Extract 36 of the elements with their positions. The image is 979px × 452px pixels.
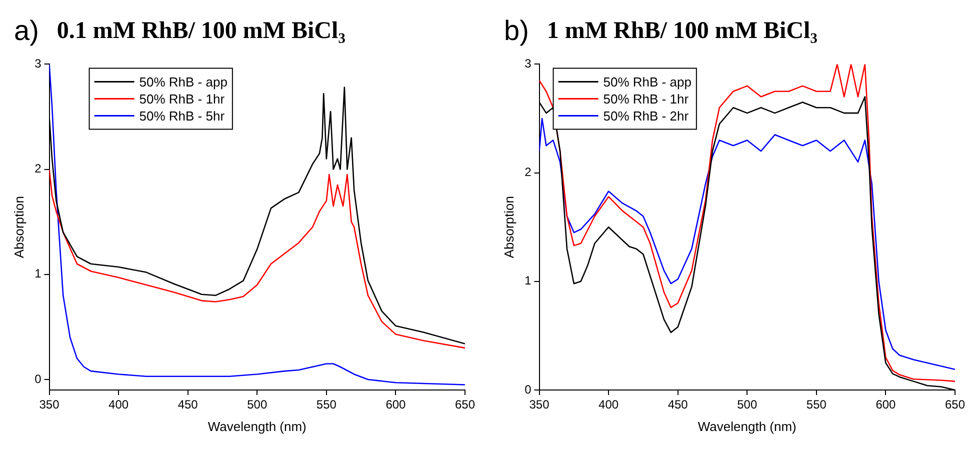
x-tick-label: 450 (178, 398, 198, 412)
y-tick-label: 0 (34, 372, 42, 386)
x-tick-label: 350 (529, 398, 550, 412)
y-tick-label: 0 (524, 382, 532, 396)
y-tick-label: 3 (524, 56, 532, 71)
x-tick-label: 400 (108, 398, 129, 412)
y-axis-title: Absorption (11, 196, 26, 258)
x-tick-label: 500 (737, 398, 758, 412)
x-tick-label: 600 (876, 398, 896, 412)
x-tick-label: 500 (247, 398, 268, 412)
y-tick-label: 3 (34, 56, 42, 71)
legend-label: 50% RhB - 5hr (139, 108, 226, 124)
y-tick-label: 2 (524, 165, 532, 180)
text: a) (14, 15, 39, 47)
x-tick-label: 550 (316, 398, 337, 412)
y-axis-title: Absorption (501, 196, 516, 258)
chart-title: 1 mM RhB/ 100 mM BiCl₃ (546, 18, 818, 44)
x-axis-title: Wavelength (nm) (208, 418, 306, 434)
x-tick-label: 650 (454, 398, 476, 412)
legend-label: 50% RhB - app (603, 74, 692, 90)
y-tick-label: 1 (524, 274, 532, 288)
legend-label: 50% RhB - 1hr (139, 91, 226, 106)
x-tick-label: 600 (386, 398, 406, 412)
y-tick-label: 2 (34, 162, 42, 176)
x-tick-label: 550 (806, 398, 827, 412)
legend-label: 50% RhB - app (139, 74, 228, 90)
legend-label: 50% RhB - 2hr (603, 108, 690, 124)
y-tick-label: 1 (34, 266, 42, 281)
x-tick-label: 350 (39, 398, 60, 412)
x-tick-label: 650 (944, 398, 966, 412)
x-axis-title: Wavelength (nm) (698, 418, 796, 434)
chart-title: 0.1 mM RhB/ 100 mM BiCl₃ (56, 18, 346, 44)
legend-label: 50% RhB - 1hr (603, 91, 690, 106)
text: b) (504, 15, 529, 47)
x-tick-label: 400 (598, 398, 619, 412)
x-tick-label: 450 (668, 398, 688, 412)
